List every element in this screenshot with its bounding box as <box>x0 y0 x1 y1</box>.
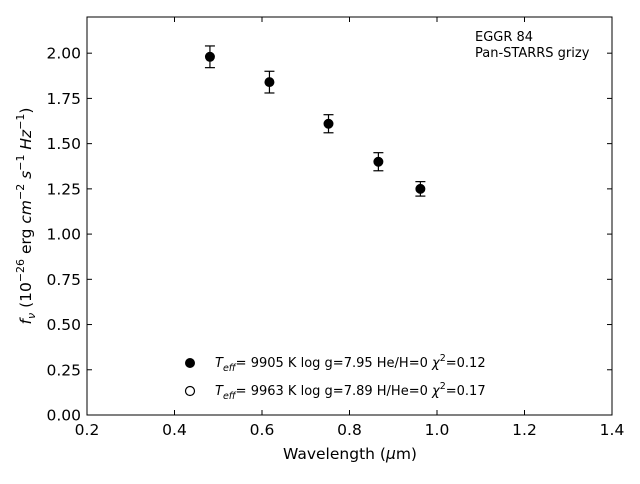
data-point <box>204 51 215 62</box>
y-tick-label: 0.75 <box>46 271 81 289</box>
y-tick-label: 1.75 <box>46 90 81 108</box>
legend-1-chi2: =0.12 <box>446 356 486 371</box>
y-tick-label: 0.50 <box>46 316 81 334</box>
legend-2-chi2: =0.17 <box>446 384 486 399</box>
legend-2-teff: 9963 K <box>251 384 297 399</box>
legend-1-teff: 9905 K <box>251 356 297 371</box>
annotation-filters: Pan-STARRS grizy <box>475 46 590 61</box>
y-tick-label: 1.50 <box>46 135 81 153</box>
legend-1-composition: He/H=0 <box>377 356 428 371</box>
legend-marker-filled <box>185 358 195 368</box>
y-tick-label: 0.25 <box>46 361 81 379</box>
x-tick-label: 0.2 <box>75 421 100 439</box>
x-tick-label: 0.6 <box>250 421 275 439</box>
y-axis-label: fν (10−26 erg cm−2 s−1 Hz−1) <box>14 108 38 325</box>
data-point <box>415 183 426 194</box>
y-tick-label: 0.00 <box>46 407 81 425</box>
legend-entry-1: Teff= 9905 K log g=7.95 He/H=0 χ2=0.12 <box>215 353 486 374</box>
legend-marker-open <box>184 385 196 397</box>
legend: Teff= 9905 K log g=7.95 He/H=0 χ2=0.12 T… <box>184 353 486 402</box>
data-point <box>373 156 384 167</box>
x-axis-label: Wavelength (μm) <box>283 445 417 463</box>
x-tick-label: 1.2 <box>512 421 537 439</box>
x-tick-label: 0.8 <box>337 421 362 439</box>
annotation-object: EGGR 84 <box>475 30 533 45</box>
x-tick-label: 0.4 <box>162 421 187 439</box>
legend-entry-2: Teff= 9963 K log g=7.89 H/He=0 χ2=0.17 <box>215 381 486 402</box>
y-tick-label: 1.00 <box>46 226 81 244</box>
data-point <box>264 77 275 88</box>
y-tick-label: 2.00 <box>46 45 81 63</box>
point-layer <box>204 51 426 194</box>
legend-2-logg: log g=7.89 <box>301 384 373 399</box>
data-point <box>323 118 334 129</box>
x-tick-label: 1.0 <box>425 421 450 439</box>
x-tick-label: 1.4 <box>600 421 625 439</box>
tick-label-layer: 0.2 0.4 0.6 0.8 1.0 1.2 1.4 0.00 0.25 0.50 0.75 1.0… <box>46 45 624 439</box>
errorbar-layer <box>204 45 426 197</box>
plot-frame <box>86 16 613 416</box>
legend-2-composition: H/He=0 <box>377 384 428 399</box>
legend-1-logg: log g=7.95 <box>301 356 373 371</box>
y-tick-label: 1.25 <box>46 180 81 198</box>
